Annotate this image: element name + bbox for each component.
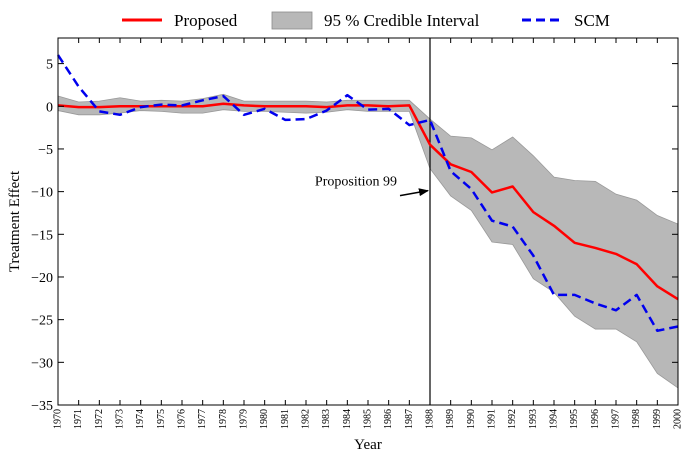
y-axis-title: Treatment Effect (7, 170, 23, 272)
credible-interval-band (58, 94, 678, 388)
credible-interval-lower-edge (57, 109, 679, 389)
x-tick-label: 1980 (259, 409, 270, 429)
x-tick-label: 1983 (321, 409, 332, 429)
x-tick-label: 1977 (197, 409, 208, 429)
legend-label-interval: 95 % Credible Interval (324, 11, 480, 30)
x-tick-label: 1971 (73, 409, 84, 429)
x-tick-label: 1972 (94, 409, 105, 429)
x-tick-label: 1994 (549, 409, 560, 429)
x-tick-label: 1986 (383, 409, 394, 429)
x-axis-title: Year (354, 437, 382, 453)
x-tick-label: 1995 (569, 409, 580, 429)
x-tick-label: 1999 (652, 409, 663, 429)
x-tick-label: 1997 (611, 409, 622, 429)
x-tick-label: 1987 (404, 409, 415, 429)
annotation-proposition-99: Proposition 99 (315, 175, 397, 190)
x-tick-label: 1978 (218, 409, 229, 429)
x-tick-label: 1992 (507, 409, 518, 429)
x-tick-label: 1991 (487, 409, 498, 429)
x-tick-label: 1996 (590, 409, 601, 429)
y-tick-label: −30 (31, 356, 53, 371)
series-line-scm (56, 54, 679, 332)
x-tick-label: 1974 (135, 409, 146, 429)
y-tick-label: −35 (31, 399, 53, 414)
x-tick-label: 1979 (239, 409, 250, 429)
x-tick-label: 1976 (177, 409, 188, 429)
y-tick-label: −10 (31, 186, 53, 201)
x-tick-label: 1985 (363, 409, 374, 429)
plot-area (56, 38, 679, 405)
x-tick-label: 1973 (115, 409, 126, 429)
x-tick-label: 1989 (445, 409, 456, 429)
x-tick-label: 1984 (342, 409, 353, 429)
series-line-proposed (57, 102, 679, 301)
x-tick-label: 1982 (301, 409, 312, 429)
y-tick-label: −5 (38, 143, 53, 158)
y-tick-label: −25 (31, 314, 53, 329)
x-tick-label: 1988 (425, 409, 436, 429)
legend: Proposed 95 % Credible Interval SCM (122, 11, 610, 30)
y-tick-label: −20 (31, 271, 53, 286)
legend-swatch-interval (271, 11, 313, 30)
x-tick-label: 1975 (156, 409, 167, 429)
legend-label-scm: SCM (574, 11, 610, 30)
y-tick-label: 0 (46, 100, 53, 115)
x-tick-label: 1970 (53, 409, 64, 429)
y-tick-label: 5 (46, 58, 53, 73)
x-axis-ticks: 1970 1971 1972 1973 1974 1975 1976 1977 1978 1979… (53, 38, 684, 429)
legend-label-proposed: Proposed (174, 11, 238, 30)
x-tick-label: 1981 (280, 409, 291, 429)
credible-interval-upper-edge (57, 93, 679, 225)
x-tick-label: 1993 (528, 409, 539, 429)
y-axis-ticks: 5 0 −5 −10 −15 −20 −25 −30 −35 (31, 58, 678, 414)
annotation-arrow (399, 188, 429, 197)
x-tick-label: 1990 (466, 409, 477, 429)
x-tick-label: 1998 (631, 409, 642, 429)
y-tick-label: −15 (31, 228, 53, 243)
x-tick-label: 2000 (673, 409, 684, 429)
